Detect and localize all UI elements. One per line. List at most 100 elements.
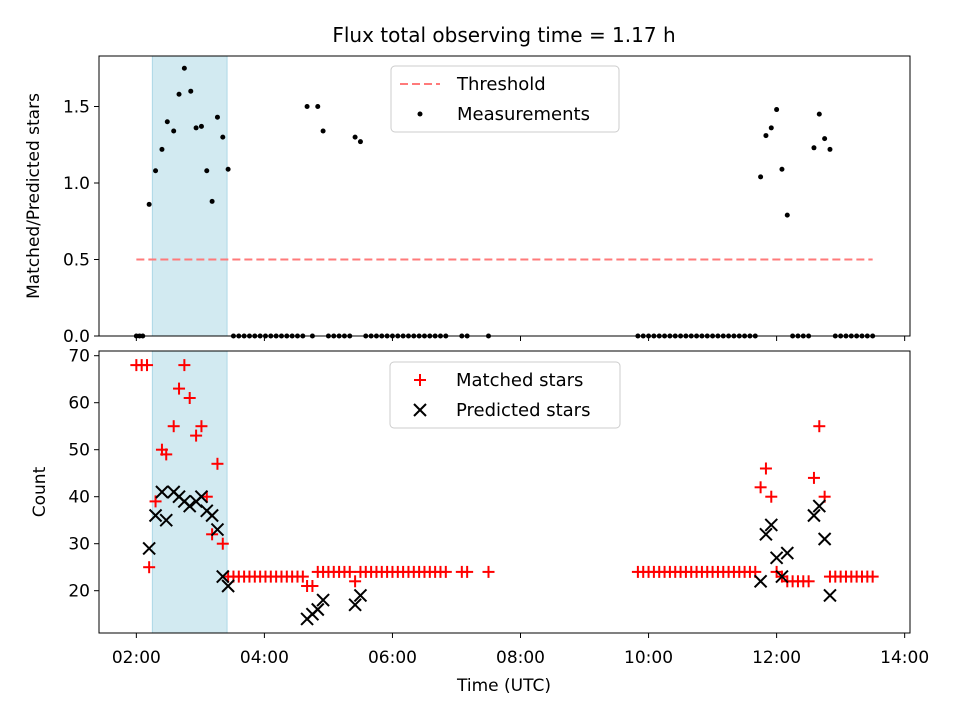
x-tick-label: 14:00	[880, 648, 929, 668]
matched-star-marker	[190, 429, 203, 442]
measurement-point	[204, 168, 210, 174]
matched-star-marker	[195, 420, 208, 433]
y-tick-label: 70	[68, 347, 90, 367]
predicted-star-marker	[221, 579, 235, 593]
top-y-axis-label: Matched/Predicted stars	[24, 93, 44, 299]
predicted-star-marker	[753, 574, 768, 589]
measurement-point	[214, 114, 220, 120]
measurement-point	[763, 133, 769, 139]
x-tick-label: 06:00	[368, 648, 417, 668]
bottom-panel: 20 30 40 50 60 70 02:00 04:00 06:00 08:00 10:00 12…	[30, 347, 929, 696]
predicted-star-marker	[823, 588, 837, 603]
predicted-star-marker	[311, 602, 325, 617]
matched-star-marker	[160, 448, 173, 461]
measurement-point	[193, 125, 199, 131]
measurement-point	[357, 139, 363, 145]
x-tick-label: 12:00	[752, 648, 801, 668]
predicted-star-marker	[817, 532, 832, 546]
measurement-point	[768, 125, 774, 131]
predicted-star-marker	[812, 499, 827, 513]
bottom-legend-box	[389, 361, 621, 429]
top-shaded-region	[151, 55, 228, 337]
predicted-star-marker	[759, 527, 773, 542]
legend-matched-label: Matched stars	[456, 370, 583, 391]
measurement-point	[774, 107, 780, 113]
measurement-point	[811, 145, 817, 151]
predicted-star-marker	[155, 485, 169, 499]
predicted-star-marker	[348, 598, 362, 612]
matched-star-marker	[178, 359, 191, 372]
predicted-star-marker	[353, 588, 368, 603]
measurement-point	[171, 128, 177, 134]
legend-matched-swatch	[414, 374, 426, 386]
predicted-star-marker	[182, 499, 197, 513]
matched-star-marker	[866, 570, 879, 583]
predicted-star-marker	[769, 551, 784, 565]
predicted-star-marker	[159, 513, 173, 527]
measurement-point	[146, 201, 152, 207]
top-legend-box	[390, 65, 620, 133]
measurement-point	[164, 119, 170, 125]
measurement-point	[315, 103, 321, 109]
bottom-axes-frame	[98, 350, 911, 634]
bottom-y-axis: 20 30 40 50 60 70	[68, 347, 99, 602]
measurement-point	[225, 166, 231, 172]
top-legend: Threshold Measurements	[390, 65, 620, 133]
measurement-point	[784, 212, 790, 218]
measurement-point	[758, 174, 764, 180]
y-tick-label: 0.5	[63, 250, 90, 270]
measurement-point	[188, 88, 194, 94]
predicted-star-marker	[807, 508, 821, 523]
matched-star-marker	[183, 392, 196, 404]
matched-star-marker	[802, 575, 815, 588]
measurement-point	[320, 128, 326, 134]
matched-star-marker	[306, 580, 319, 592]
top-y-axis: 0.0 0.5 1.0 1.5	[63, 97, 99, 347]
y-tick-label: 50	[68, 441, 90, 461]
measurement-point	[181, 65, 187, 71]
measurement-point	[209, 198, 215, 204]
predicted-star-marker	[764, 518, 778, 532]
legend-predicted-swatch	[413, 403, 427, 417]
matched-star-marker	[765, 490, 778, 503]
matched-star-marker	[167, 420, 180, 433]
y-tick-label: 20	[68, 582, 90, 602]
predicted-star-marker	[210, 522, 225, 537]
predicted-star-marker	[148, 508, 163, 523]
top-x-ticks	[135, 336, 906, 341]
legend-threshold-label: Threshold	[456, 74, 546, 95]
predicted-star-marker	[142, 541, 156, 556]
top-panel: 0.0 0.5 1.0 1.5 Matched/Predicted stars Thr…	[24, 55, 911, 347]
predicted-star-marker	[205, 508, 219, 523]
measurement-point	[159, 146, 165, 152]
predicted-star-marker	[194, 489, 209, 504]
matched-star-marker	[211, 457, 224, 470]
predicted-star-marker	[780, 546, 794, 560]
predicted-stars-series	[142, 485, 837, 626]
matched-star-marker	[141, 359, 154, 372]
matched-star-marker	[759, 462, 772, 475]
top-axes-frame	[98, 55, 911, 337]
measurement-point	[352, 134, 358, 140]
measurement-point	[816, 111, 822, 117]
matched-star-marker	[482, 565, 495, 578]
matched-star-marker	[349, 575, 362, 588]
bottom-legend: Matched stars Predicted stars	[389, 361, 621, 429]
matched-star-marker	[813, 420, 826, 433]
measurement-point	[822, 136, 828, 142]
shaded-interval	[151, 55, 228, 337]
legend-measurements-label: Measurements	[457, 104, 590, 125]
chart-title: Flux total observing time = 1.17 h	[332, 23, 675, 47]
matched-star-marker	[216, 537, 229, 550]
predicted-star-marker	[775, 569, 789, 584]
measurement-point	[779, 166, 785, 172]
matched-star-marker	[754, 481, 767, 494]
measurement-point	[304, 103, 310, 109]
y-tick-label: 40	[68, 488, 90, 508]
legend-measurements-swatch	[417, 111, 423, 117]
measurement-point	[220, 134, 226, 140]
matched-star-marker	[343, 565, 356, 578]
legend-predicted-label: Predicted stars	[456, 400, 590, 421]
matched-star-marker	[439, 565, 452, 578]
bottom-y-axis-label: Count	[30, 466, 50, 517]
